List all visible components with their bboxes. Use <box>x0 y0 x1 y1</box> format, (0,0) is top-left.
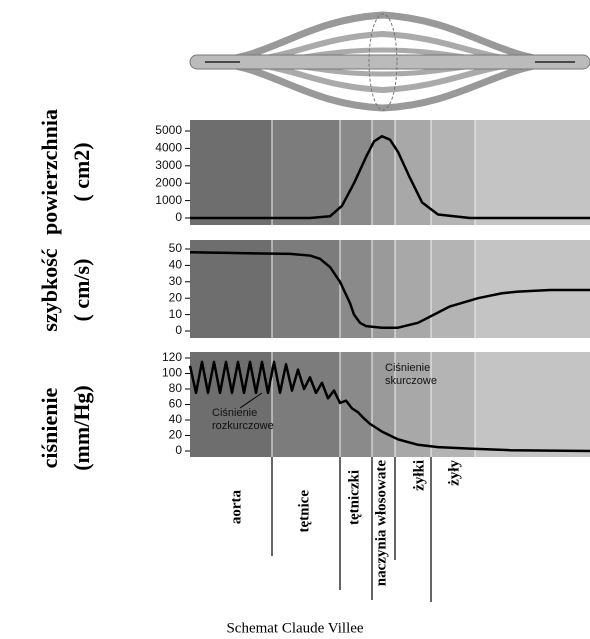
y-axis-label: (mm/Hg) <box>69 385 94 471</box>
band <box>475 120 590 225</box>
y-tick-label: 60 <box>169 397 183 411</box>
y-tick-label: 100 <box>162 366 182 380</box>
band <box>272 120 340 225</box>
band <box>431 120 475 225</box>
y-axis-label: powierzchnia <box>37 109 62 235</box>
band <box>395 120 431 225</box>
chart-panel: 0 1000 2000 3000 4000 5000 powierzchnia ( cm2) <box>37 109 590 235</box>
vessel-illustration <box>190 14 590 110</box>
segment-label: tętnice <box>296 490 312 533</box>
band <box>340 352 372 457</box>
caption: Schemat Claude Villee <box>226 620 363 636</box>
annotation: skurczowe <box>385 375 437 387</box>
y-tick-label: 50 <box>169 241 183 255</box>
annotation: Ciśnienie <box>385 362 430 374</box>
band <box>340 240 372 338</box>
y-tick-label: 5000 <box>155 123 182 137</box>
band <box>190 240 272 338</box>
band <box>431 352 475 457</box>
segment-label: żyły <box>446 460 462 486</box>
segment-label: aorta <box>228 490 244 525</box>
y-tick-label: 40 <box>169 412 183 426</box>
band <box>190 120 272 225</box>
band <box>272 352 340 457</box>
chart-panel: 0 10 20 30 40 50 szybkość ( cm/s) <box>37 240 590 338</box>
segment-label: tętniczki <box>346 470 362 525</box>
y-tick-label: 2000 <box>155 175 182 189</box>
y-tick-label: 40 <box>169 258 183 272</box>
y-tick-label: 20 <box>169 290 183 304</box>
band <box>475 352 590 457</box>
y-tick-label: 1000 <box>155 193 182 207</box>
y-tick-label: 3000 <box>155 158 182 172</box>
y-axis-label: ( cm/s) <box>69 259 94 322</box>
annotation: Ciśnienie <box>212 407 257 419</box>
y-tick-label: 120 <box>162 350 182 364</box>
figure: 010002000300040005000powierzchnia( cm2)0… <box>0 0 590 639</box>
y-axis-label: szybkość <box>37 248 62 331</box>
band <box>431 240 475 338</box>
y-axis-label: ciśnienie <box>37 387 62 468</box>
band <box>340 120 372 225</box>
band <box>372 240 395 338</box>
y-tick-label: 30 <box>169 274 183 288</box>
y-axis-label: ( cm2) <box>69 142 94 201</box>
y-tick-label: 0 <box>175 210 182 224</box>
y-tick-label: 10 <box>169 307 183 321</box>
segment-label: naczynia włosowate <box>373 460 389 587</box>
segment-label: żyłki <box>411 460 427 491</box>
y-tick-label: 0 <box>175 323 182 337</box>
annotation: rozkurczowe <box>212 420 274 432</box>
y-tick-label: 0 <box>175 443 182 457</box>
y-tick-label: 80 <box>169 381 183 395</box>
y-tick-label: 20 <box>169 428 183 442</box>
y-tick-label: 4000 <box>155 141 182 155</box>
